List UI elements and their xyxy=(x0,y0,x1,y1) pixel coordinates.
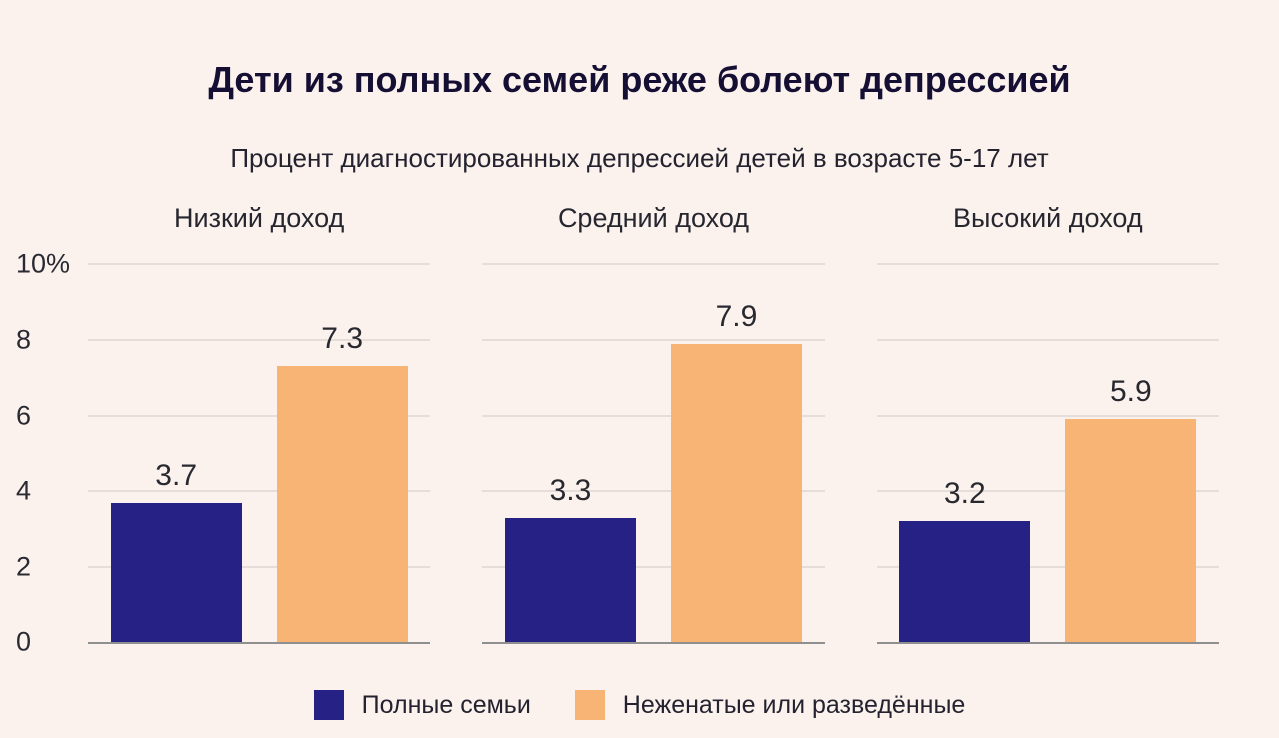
y-axis-ticks: 10% 8 6 4 2 0 xyxy=(12,250,88,655)
gridline xyxy=(876,263,1219,266)
y-axis: 10% 8 6 4 2 0 xyxy=(12,202,88,655)
y-tick-label: 8 xyxy=(16,324,32,355)
plot-area: 3.7 7.3 xyxy=(88,263,431,645)
chart-panels: Низкий доход 3.7 7.3 Средний доход 3.3 7.9 Выс… xyxy=(88,202,1219,645)
bar-group: 3.3 7.9 xyxy=(482,264,824,643)
bar-value-label: 7.9 xyxy=(715,299,758,333)
y-tick-label: 2 xyxy=(16,551,32,582)
legend-swatch xyxy=(313,690,344,721)
bar: 3.7 xyxy=(110,460,242,643)
gridline xyxy=(88,490,431,493)
chart-panel: Высокий доход 3.2 5.9 xyxy=(876,202,1219,645)
panel-title: Средний доход xyxy=(557,203,750,234)
gridline xyxy=(482,490,825,493)
gridline xyxy=(482,263,825,266)
gridline xyxy=(88,263,431,266)
bar-value-label: 3.7 xyxy=(155,458,198,492)
gridline xyxy=(876,338,1219,341)
legend-label: Неженатые или разведённые xyxy=(622,691,966,720)
bar: 7.3 xyxy=(276,324,408,643)
chart-area: 10% 8 6 4 2 0 Низкий доход 3.7 7.3 Средний доход… xyxy=(0,202,1279,655)
chart-title: Дети из полных семей реже болеют депресс… xyxy=(208,59,1071,100)
chart-panel: Низкий доход 3.7 7.3 xyxy=(88,202,431,645)
gridline xyxy=(876,414,1219,417)
gridline xyxy=(482,565,825,568)
y-tick-label: 0 xyxy=(16,626,32,657)
legend-label: Полные семьи xyxy=(361,691,531,720)
plot-area: 3.3 7.9 xyxy=(482,263,825,645)
y-tick-label: 10% xyxy=(16,248,71,279)
gridline xyxy=(876,565,1219,568)
bar-group: 3.2 5.9 xyxy=(877,264,1219,643)
panel-title: Низкий доход xyxy=(174,203,345,234)
bar: 5.9 xyxy=(1065,377,1197,643)
bar: 3.3 xyxy=(504,475,636,643)
y-tick-label: 6 xyxy=(16,400,32,431)
bar-value-label: 7.3 xyxy=(321,322,364,356)
legend-swatch xyxy=(574,690,605,721)
legend-item: Полные семьи xyxy=(313,690,531,721)
legend: Полные семьи Неженатые или разведённые xyxy=(0,690,1279,721)
chart-panel: Средний доход 3.3 7.9 xyxy=(482,202,825,645)
bar: 7.9 xyxy=(670,301,802,643)
bar: 3.2 xyxy=(899,479,1031,643)
bar-value-label: 3.2 xyxy=(943,477,986,511)
bar-group: 3.7 7.3 xyxy=(88,264,430,643)
gridline xyxy=(482,338,825,341)
gridline xyxy=(88,338,431,341)
bar-value-label: 5.9 xyxy=(1109,375,1152,409)
chart-subtitle: Процент диагностированных депрессией дет… xyxy=(230,143,1049,174)
plot-area: 3.2 5.9 xyxy=(876,263,1219,645)
gridline xyxy=(482,414,825,417)
panel-title: Высокий доход xyxy=(953,203,1143,234)
gridline xyxy=(88,565,431,568)
y-tick-label: 4 xyxy=(16,475,32,506)
bar-value-label: 3.3 xyxy=(549,473,592,507)
gridline xyxy=(88,414,431,417)
gridline xyxy=(876,490,1219,493)
legend-item: Неженатые или разведённые xyxy=(574,690,966,721)
